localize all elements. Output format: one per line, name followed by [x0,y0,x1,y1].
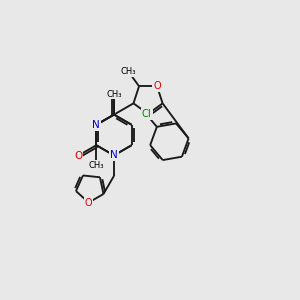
Text: O: O [74,151,82,161]
Text: O: O [110,88,118,99]
Text: CH₃: CH₃ [106,90,122,99]
Text: CH₃: CH₃ [121,67,136,76]
Text: N: N [110,150,118,161]
Text: N: N [144,109,152,119]
Text: N: N [110,150,118,161]
Text: CH₃: CH₃ [88,161,104,170]
Text: N: N [92,120,100,130]
Text: O: O [85,197,92,208]
Text: Cl: Cl [141,109,151,119]
Text: O: O [153,81,161,91]
